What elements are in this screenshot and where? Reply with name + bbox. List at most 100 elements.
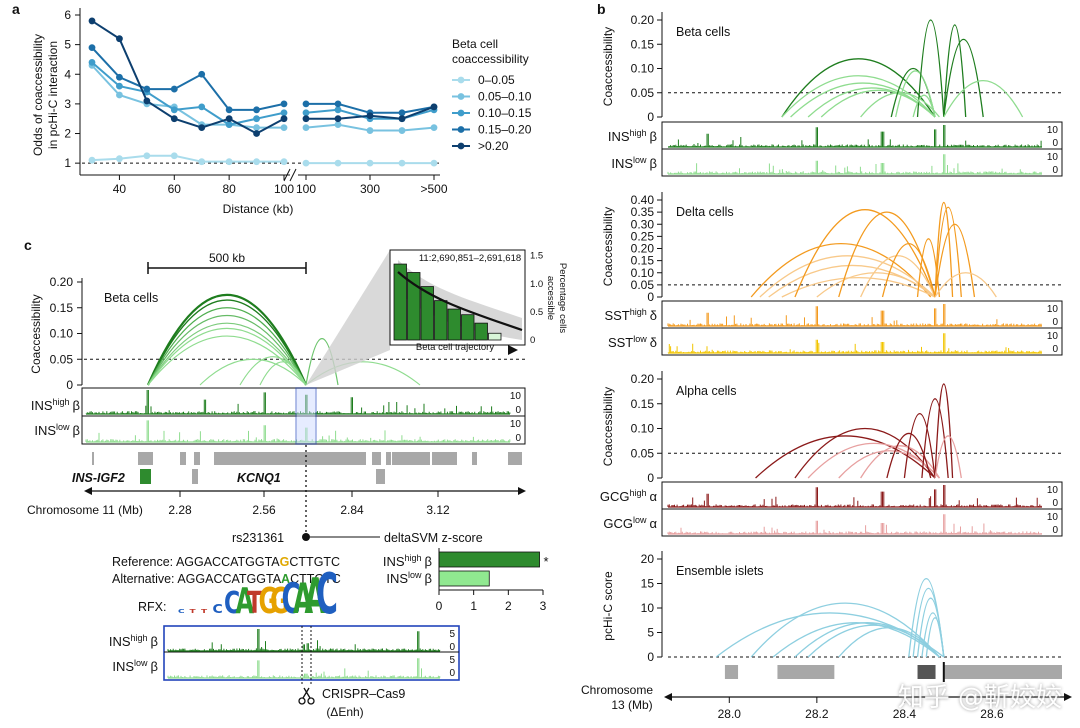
bar-x-tick-label: 1 xyxy=(470,599,477,613)
inset-xlabel: Beta cell trajectory xyxy=(416,342,494,353)
data-point xyxy=(366,127,374,134)
series-1 xyxy=(88,61,438,134)
coaccessibility-arc xyxy=(934,435,962,479)
data-point xyxy=(170,85,178,93)
cell-label-low: GCGlow α xyxy=(603,515,657,531)
y-tick-label: 20 xyxy=(641,552,655,566)
inset-zoom-wedge xyxy=(306,250,390,385)
seq-label: Alternative: xyxy=(112,572,177,586)
scissors-icon xyxy=(307,697,315,705)
y-tick-label: 0.40 xyxy=(631,193,655,207)
data-point xyxy=(430,159,438,167)
y-tick-label: 0.20 xyxy=(50,275,74,289)
y-tick-label: 0.20 xyxy=(631,242,655,256)
track-group-3: 0 5 10 15 20 pcHi-C score Ensemble islets xyxy=(601,551,1062,664)
data-point xyxy=(398,159,406,167)
signal-min: 0 xyxy=(1052,525,1058,536)
data-point xyxy=(302,109,310,117)
data-point xyxy=(430,124,438,131)
track-group-0: 0 0.05 0.10 0.15 0.20 Coaccessibility Beta cel… xyxy=(601,12,1063,177)
series-line xyxy=(91,64,284,129)
alternative-sequence: Alternative: AGGACCATGGTAACTTGTC xyxy=(112,572,341,586)
y-tick-label: 6 xyxy=(64,8,71,22)
cell-greek: β xyxy=(425,554,432,569)
y-tick-label: 0.15 xyxy=(631,397,655,411)
y-tick-label: 0.20 xyxy=(631,13,655,27)
bar-x-tick-label: 3 xyxy=(540,599,547,613)
signal-high xyxy=(667,485,1042,508)
enh-label: (ΔEnh) xyxy=(326,705,363,719)
x-tick-label: 28.4 xyxy=(893,707,917,721)
coaccessibility-arc xyxy=(916,19,945,118)
coaccessibility-arc xyxy=(147,335,307,386)
y-axis-label: pcHi-C score xyxy=(601,571,615,641)
signal-min: 0 xyxy=(449,668,455,679)
x-tick-label: 100 xyxy=(296,182,316,196)
cell-greek: α xyxy=(649,516,657,531)
x-tick-label: 60 xyxy=(168,182,182,196)
coaccessibility-arc xyxy=(934,223,976,298)
scale-bar-label: 500 kb xyxy=(209,251,245,265)
legend-marker xyxy=(457,142,465,150)
signal-bars xyxy=(167,658,441,678)
data-point xyxy=(198,158,206,166)
data-point xyxy=(280,100,288,108)
panel-label-b: b xyxy=(597,1,606,17)
x-tick-label: 28.2 xyxy=(805,707,829,721)
cell-sup: low xyxy=(134,658,148,668)
legend-marker xyxy=(457,93,465,100)
inset-ylabel: Percentage cells xyxy=(557,263,568,333)
y-tick-label: 0 xyxy=(647,650,654,664)
coaccessibility-arc xyxy=(881,243,936,298)
coaccessibility-arc xyxy=(925,617,945,658)
cell-sup: low xyxy=(633,515,647,525)
seq-post: CTTGTC xyxy=(290,572,341,586)
gene-box xyxy=(138,452,153,465)
zoom-label-low: INSlow β xyxy=(112,658,158,674)
signal-min: 0 xyxy=(515,405,521,416)
signal-high xyxy=(668,125,1042,148)
panel-label-a: a xyxy=(12,1,20,17)
track-title: Delta cells xyxy=(676,205,734,219)
series-line xyxy=(91,154,284,163)
cell-greek: β xyxy=(650,156,657,171)
signal-low xyxy=(85,420,511,443)
gene-box xyxy=(180,452,186,465)
data-point xyxy=(198,124,206,131)
cell-sup: high xyxy=(630,307,647,317)
cell-sup: high xyxy=(405,553,422,563)
signal-min: 0 xyxy=(1052,138,1058,149)
gene-box xyxy=(372,452,381,465)
data-point xyxy=(143,97,151,105)
deltasvm-label: deltaSVM z-score xyxy=(384,531,483,545)
cell-name: SST xyxy=(608,335,633,350)
chromosome-label: Chromosome 11 (Mb) xyxy=(27,503,143,517)
coaccessibility-arc xyxy=(199,358,307,386)
seq-pre: AGGACCATGGTA xyxy=(177,572,281,586)
bar-label-low: INSlow β xyxy=(386,570,432,586)
motif-letter: C xyxy=(224,586,240,621)
motif-letter: T xyxy=(201,608,207,614)
cell-label-high: INShigh β xyxy=(31,397,80,413)
inset-bar xyxy=(474,322,488,341)
inset-bar xyxy=(393,263,407,341)
y-tick-label: 0.20 xyxy=(631,372,655,386)
seq-post: CTTGTC xyxy=(289,555,340,569)
data-point xyxy=(334,159,342,167)
cell-label-low: INSlow β xyxy=(611,155,657,171)
series-line xyxy=(91,20,285,135)
signal-bars xyxy=(667,333,1042,353)
bar-low xyxy=(438,570,490,587)
signal-max: 10 xyxy=(1047,125,1059,136)
motif-letter: C xyxy=(316,561,338,627)
x-tick-label: 80 xyxy=(222,182,236,196)
legend-marker xyxy=(457,76,465,84)
coaccessibility-arc xyxy=(816,272,936,298)
y-tick-label: 0.05 xyxy=(50,352,74,366)
coaccessibility-arc xyxy=(259,361,307,386)
cell-name: INS xyxy=(34,423,56,438)
panel-label-c: c xyxy=(24,237,32,253)
data-point xyxy=(302,115,310,123)
data-point xyxy=(116,91,123,99)
signal-low xyxy=(667,333,1042,354)
